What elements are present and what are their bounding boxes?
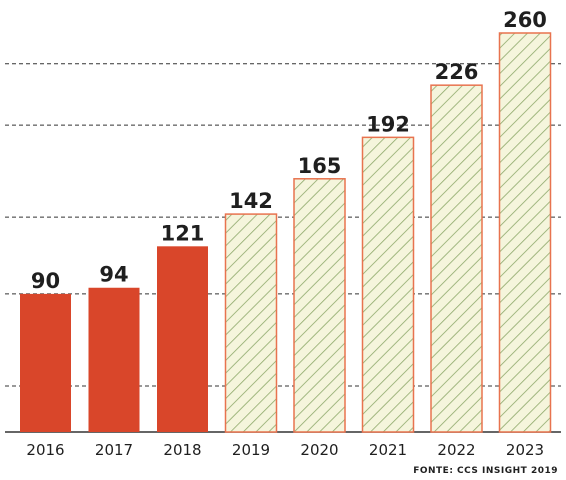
x-tick-2016: 2016: [26, 441, 64, 459]
value-label-2022: 226: [435, 60, 479, 84]
bar-2020: [293, 178, 346, 433]
x-tick-2018: 2018: [163, 441, 201, 459]
value-label-2016: 90: [31, 269, 60, 293]
value-labels: 90 94 121 142 165 192 226 260: [31, 8, 547, 293]
x-tick-2020: 2020: [300, 441, 338, 459]
x-tick-2017: 2017: [95, 441, 133, 459]
bar-2016: [20, 293, 71, 432]
x-tick-2019: 2019: [232, 441, 270, 459]
bar-2023: [498, 32, 552, 433]
value-label-2017: 94: [99, 263, 128, 287]
value-label-2023: 260: [503, 8, 547, 32]
bar-2017: [88, 287, 140, 432]
value-label-2019: 142: [229, 189, 273, 213]
bar-2018: [157, 246, 208, 432]
bars: [20, 32, 552, 433]
x-tick-2021: 2021: [369, 441, 407, 459]
value-label-2018: 121: [161, 221, 205, 245]
bar-2019: [224, 213, 278, 433]
value-label-2020: 165: [298, 154, 342, 178]
x-tick-2023: 2023: [506, 441, 544, 459]
bar-2022: [430, 84, 483, 433]
x-tick-labels: 2016 2017 2018 2019 2020 2021 2022 2023: [26, 441, 544, 459]
value-label-2021: 192: [366, 112, 410, 136]
x-tick-2022: 2022: [437, 441, 475, 459]
source-note: FONTE: CCS INSIGHT 2019: [413, 466, 558, 476]
bar-2021: [361, 136, 415, 433]
